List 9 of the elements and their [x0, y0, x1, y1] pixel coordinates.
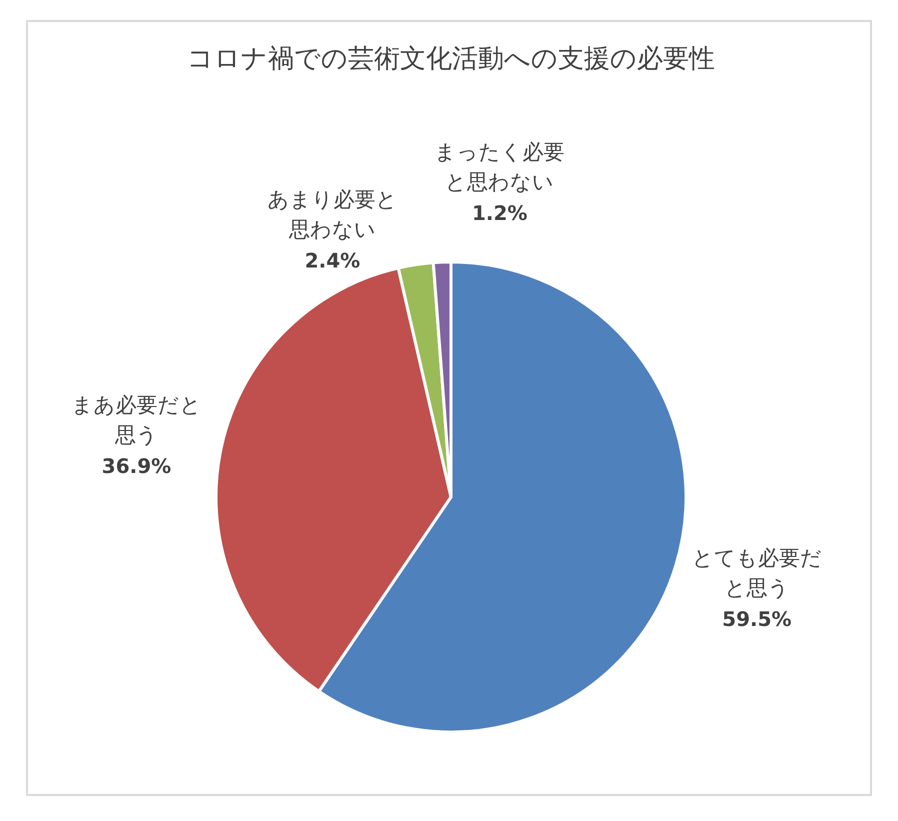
data-label: 36.9%: [102, 454, 172, 478]
slice-label: あまり必要と思わない: [267, 187, 398, 242]
slice-label: まったく必要と思わない: [434, 140, 565, 194]
slice-label: とても必要だと思う: [692, 546, 822, 600]
data-label: 1.2%: [472, 201, 528, 226]
chart-title: コロナ禍での芸術文化活動への支援の必要性: [187, 44, 715, 74]
data-label: 2.4%: [304, 248, 360, 272]
data-label: 59.5%: [722, 607, 792, 632]
slice-label: まあ必要だと思う: [71, 393, 202, 448]
